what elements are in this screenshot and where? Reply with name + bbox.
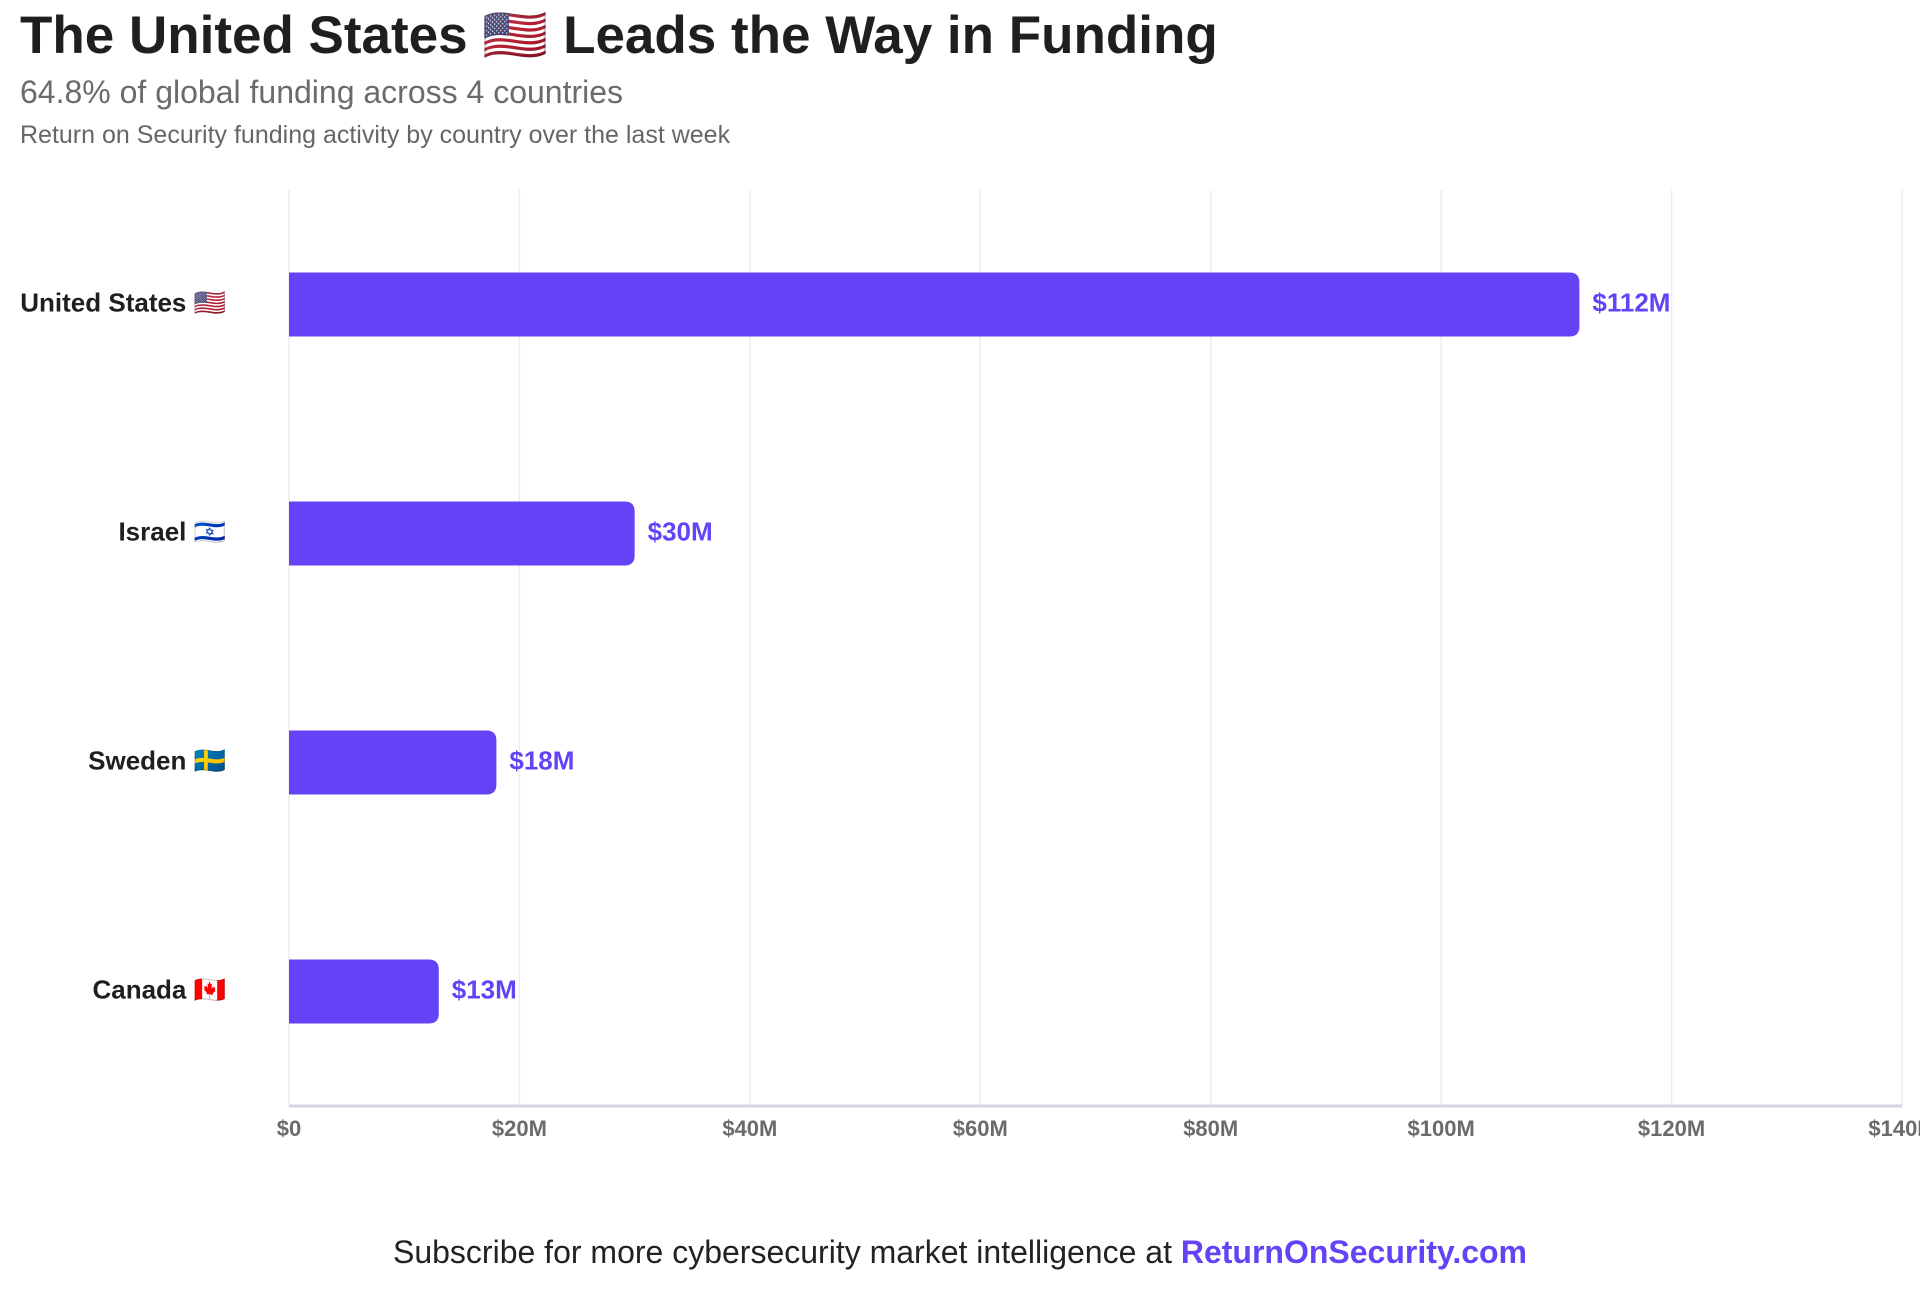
x-tick-label: $120M (1638, 1116, 1705, 1141)
x-tick-label: $60M (953, 1116, 1008, 1141)
bar (289, 272, 1580, 337)
footer-text: Subscribe for more cybersecurity market … (392, 1234, 1172, 1270)
chart-description: Return on Security funding activity by c… (20, 121, 731, 149)
chart: $0 $20M $40M $60M $80M $100M $120M $140M United … (20, 190, 1920, 1141)
data-label: $13M (452, 974, 517, 1004)
x-tick-label: $0 (277, 1116, 301, 1141)
chart-title: The United States 🇺🇸 Leads the Way in Fu… (20, 6, 1218, 65)
footer-link[interactable]: ReturnOnSecurity.com (1180, 1234, 1527, 1270)
bar (289, 730, 497, 795)
y-tick-label: Sweden 🇸🇪 (88, 745, 226, 775)
x-tick-label: $20M (492, 1116, 547, 1141)
data-label: $30M (648, 516, 713, 546)
x-tick-label: $140M (1868, 1116, 1920, 1141)
bar (289, 501, 635, 566)
x-tick-label: $40M (722, 1116, 777, 1141)
bar (289, 959, 439, 1024)
x-tick-label: $100M (1408, 1116, 1475, 1141)
data-label: $18M (509, 745, 574, 775)
y-tick-label: Canada 🇨🇦 (92, 974, 226, 1004)
footer: Subscribe for more cybersecurity market … (0, 1234, 1920, 1271)
y-tick-label: Israel 🇮🇱 (118, 516, 226, 546)
x-tick-label: $80M (1183, 1116, 1238, 1141)
chart-subtitle: 64.8% of global funding across 4 countri… (20, 74, 624, 110)
y-tick-label: United States 🇺🇸 (20, 287, 226, 317)
data-label: $112M (1592, 287, 1670, 317)
